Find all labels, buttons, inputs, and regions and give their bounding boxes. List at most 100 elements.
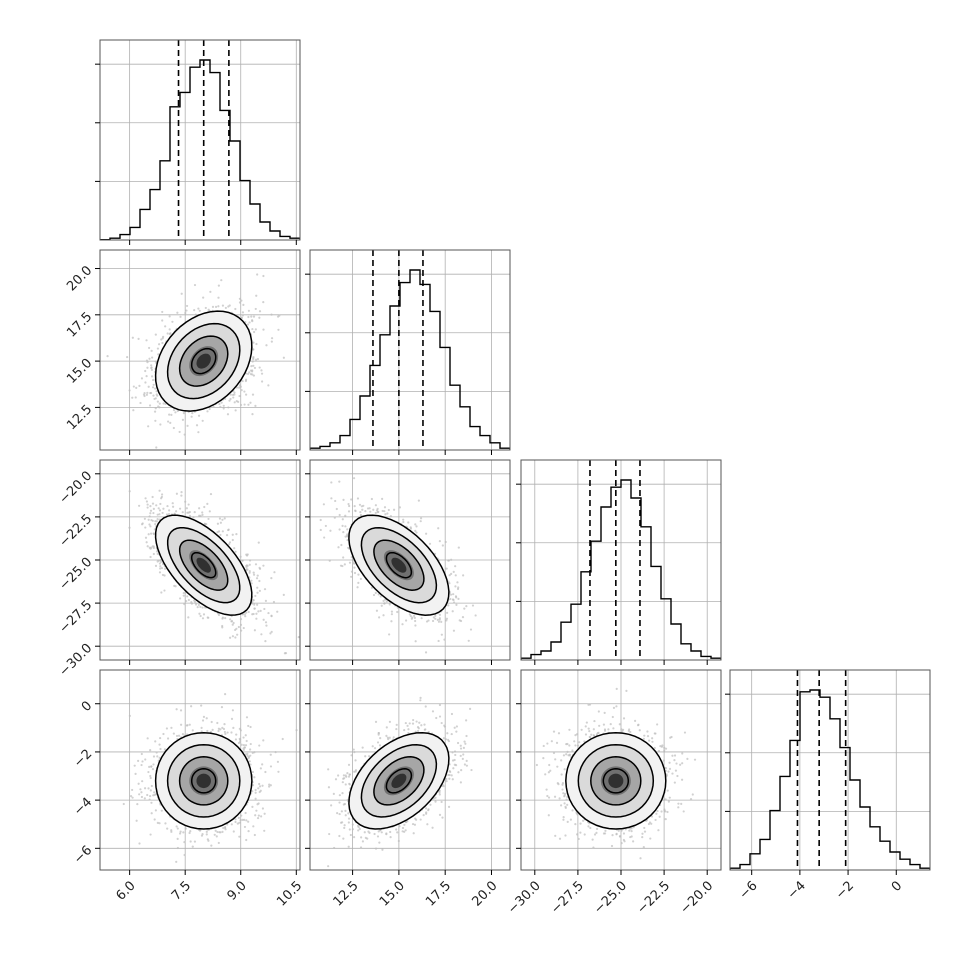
sample-point xyxy=(151,356,154,359)
sample-point xyxy=(234,409,237,412)
sample-point xyxy=(402,520,405,524)
sample-point xyxy=(440,633,443,636)
sample-point xyxy=(227,528,230,531)
sample-point xyxy=(206,410,209,413)
sample-point xyxy=(168,509,171,512)
sample-point xyxy=(270,337,274,340)
sample-point xyxy=(229,618,232,621)
sample-point xyxy=(158,343,161,346)
hist-panel-4 xyxy=(725,669,931,875)
sample-point xyxy=(171,505,175,508)
histogram-step xyxy=(310,269,510,450)
sample-point xyxy=(337,546,340,549)
sample-point xyxy=(219,521,222,524)
sample-point xyxy=(342,531,345,534)
sample-point xyxy=(352,562,356,565)
sample-point xyxy=(224,617,227,620)
contour-line xyxy=(166,322,241,400)
sample-point xyxy=(128,526,131,529)
sample-point xyxy=(248,570,251,573)
sample-point xyxy=(211,305,215,308)
sample-point xyxy=(471,604,475,607)
sample-point xyxy=(459,619,463,623)
sample-point xyxy=(246,568,249,571)
sample-point xyxy=(156,347,160,350)
sample-point xyxy=(152,511,155,515)
sample-point xyxy=(235,627,238,630)
sample-point xyxy=(445,619,448,622)
sample-point xyxy=(454,585,457,588)
sample-point xyxy=(348,561,352,564)
sample-point xyxy=(228,636,232,639)
sample-point xyxy=(258,566,261,569)
sample-point xyxy=(368,507,371,510)
sample-point xyxy=(240,299,243,302)
sample-point xyxy=(154,360,157,363)
sample-point xyxy=(186,511,189,514)
sample-point xyxy=(245,564,248,567)
sample-point xyxy=(139,401,142,405)
sample-point xyxy=(151,386,155,389)
sample-point xyxy=(171,320,174,323)
sample-point xyxy=(166,504,169,508)
sample-point xyxy=(198,514,201,517)
sample-point xyxy=(251,327,254,331)
sample-point xyxy=(203,505,206,509)
sample-point xyxy=(134,396,137,399)
sample-point xyxy=(253,366,257,370)
sample-point xyxy=(242,303,245,306)
sample-point xyxy=(244,379,248,383)
sample-point xyxy=(176,409,179,413)
sample-point xyxy=(160,338,163,341)
sample-point xyxy=(135,386,138,390)
sample-point xyxy=(132,385,135,388)
sample-point xyxy=(231,623,234,626)
sample-point xyxy=(160,495,164,499)
sample-point xyxy=(256,603,259,606)
sample-point xyxy=(265,344,268,347)
sample-point xyxy=(218,402,221,406)
sample-point xyxy=(263,607,266,611)
sample-point xyxy=(227,406,230,409)
sample-point xyxy=(154,564,158,567)
histogram-step xyxy=(521,479,721,660)
sample-point xyxy=(190,415,193,418)
sample-point xyxy=(157,559,161,562)
sample-point xyxy=(456,581,459,584)
sample-point xyxy=(228,399,231,402)
sample-point xyxy=(474,614,477,617)
sample-point xyxy=(164,325,167,328)
sample-point xyxy=(357,573,360,576)
sample-point xyxy=(146,503,149,506)
sample-point xyxy=(270,614,273,617)
sample-point xyxy=(245,566,248,569)
sample-point xyxy=(248,559,252,562)
sample-point xyxy=(392,508,396,511)
sample-point xyxy=(231,533,234,536)
sample-point xyxy=(457,546,460,549)
sample-point xyxy=(282,593,285,596)
sample-point xyxy=(143,517,146,520)
sample-point xyxy=(252,348,255,351)
sample-point xyxy=(207,616,210,619)
sample-point xyxy=(270,340,273,343)
sample-point xyxy=(159,502,162,506)
sample-point xyxy=(252,341,255,344)
sample-point xyxy=(163,589,166,592)
sample-point xyxy=(258,366,261,369)
sample-point xyxy=(159,559,162,562)
sample-point xyxy=(366,507,370,510)
sample-point xyxy=(390,613,394,616)
sample-point xyxy=(449,593,453,596)
sample-point xyxy=(243,390,246,393)
sample-point xyxy=(195,424,199,427)
sample-point xyxy=(338,513,341,517)
sample-point xyxy=(353,566,356,569)
sample-point xyxy=(172,426,175,430)
sample-point xyxy=(158,489,161,492)
sample-point xyxy=(149,512,152,515)
sample-point xyxy=(184,500,187,503)
sample-point xyxy=(219,405,222,408)
sample-point xyxy=(154,523,157,526)
sample-point xyxy=(438,540,441,543)
